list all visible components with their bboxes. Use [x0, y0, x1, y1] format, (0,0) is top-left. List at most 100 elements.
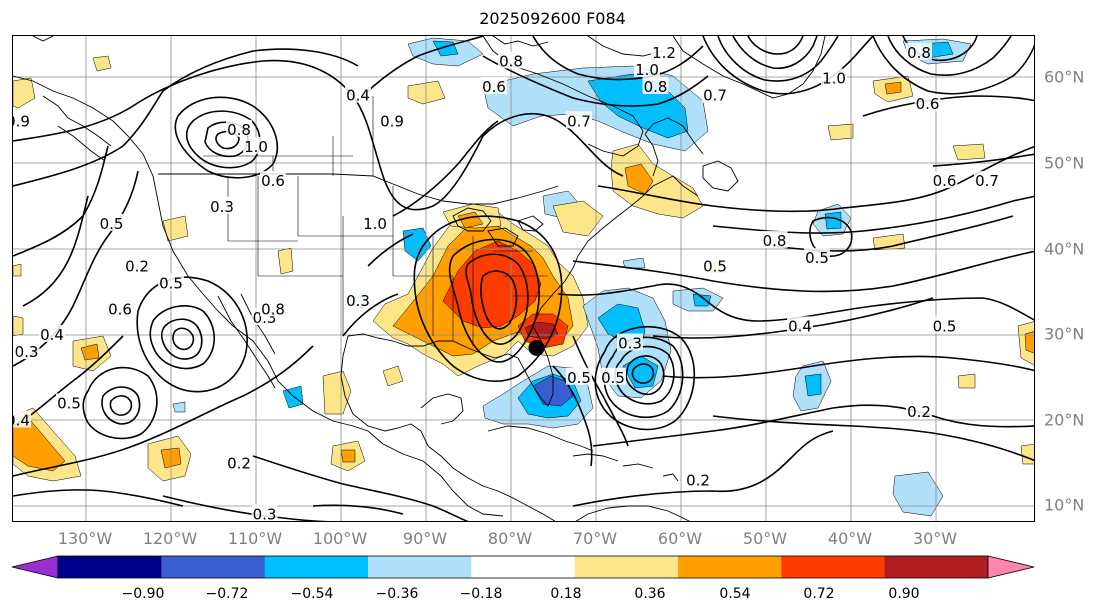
contour-label: 0.3	[253, 506, 277, 522]
contour-label: 1.0	[635, 61, 659, 79]
colorbar-segment	[678, 556, 782, 578]
contour-label: 0.8	[907, 44, 931, 62]
contour-label: 0.5	[933, 317, 957, 335]
contour-label: 0.2	[125, 258, 149, 276]
lat-label-40n: 40°N	[1044, 239, 1085, 259]
contour-label-bg	[13, 410, 31, 428]
contour-label: 0.4	[346, 87, 370, 105]
contour-label: 0.6	[933, 172, 957, 190]
contour-label: 0.3	[618, 335, 642, 353]
colorbar	[11, 555, 1035, 579]
contour-label-bg	[914, 94, 941, 112]
colorbar-segment	[781, 556, 886, 578]
contour-label-bg	[251, 504, 278, 521]
contour-label: 0.9	[13, 112, 30, 130]
lat-label-20n: 20°N	[1044, 410, 1085, 430]
contour-label: 0.6	[261, 172, 285, 190]
colorbar-tick-label: 0.54	[719, 586, 751, 602]
contour-label-bg	[209, 196, 235, 214]
contour-label: 0.3	[15, 343, 39, 361]
lon-label-60w: 60°W	[657, 529, 703, 548]
contour-label: 0.5	[159, 275, 183, 293]
colorbar-tick-label: 0.36	[634, 586, 666, 602]
contour-label-bg	[362, 213, 388, 231]
contour-label-bg	[787, 316, 813, 334]
colorbar-tick-label: −0.36	[375, 586, 419, 602]
contour-lines	[13, 36, 1034, 521]
contour-label-bg	[642, 77, 669, 95]
contour-label: 0.8	[261, 300, 285, 318]
contour-label: 0.7	[703, 87, 727, 105]
contour-label-bg	[931, 316, 958, 334]
lon-label-110w: 110°W	[227, 529, 283, 548]
contour-label: 0.4	[40, 326, 64, 344]
contour-label-bg	[243, 136, 269, 154]
colorbar-tick-label: 0.18	[550, 586, 582, 602]
contour-label-bg	[804, 248, 830, 266]
contour-label-bg	[260, 171, 286, 189]
contour-label-bg	[13, 342, 40, 360]
contour-label: 0.6	[916, 95, 940, 113]
contour-label-bg	[226, 453, 252, 471]
contour-label-bg	[821, 68, 847, 86]
contour-label-bg	[56, 393, 82, 411]
contour-label-bg	[226, 119, 252, 137]
lon-label-130w: 130°W	[57, 529, 113, 548]
contour-label: 0.9	[380, 112, 404, 130]
contour-label: 0.2	[686, 471, 710, 489]
lat-label-60n: 60°N	[1044, 67, 1085, 87]
map-panel: 0.8 0.6 0.4 0.7 1.0 1.2 0.8 0.7 1.0 0.8 0.6 0.7 0.6 0…	[12, 35, 1035, 522]
colorbar-extend-high	[987, 555, 1035, 579]
contour-label-bg	[617, 333, 643, 351]
contour-label: 0.8	[763, 232, 787, 250]
contour-label-bg	[481, 77, 507, 95]
colorbar-tick-label: 0.72	[803, 586, 835, 602]
contour-label-bg	[107, 299, 133, 317]
contour-label-bg	[600, 367, 626, 385]
contour-label: 0.8	[644, 78, 668, 96]
contour-label: 0.7	[567, 112, 591, 130]
colorbar-segment	[368, 556, 472, 578]
contour-label-bg	[260, 299, 286, 317]
contour-label: 0.4	[788, 317, 812, 335]
contour-label: 0.5	[703, 258, 727, 276]
contour-label-bg	[345, 85, 371, 103]
contour-label-bg	[39, 325, 65, 342]
contour-label-bg	[906, 42, 932, 60]
lat-label-30n: 30°N	[1044, 324, 1085, 344]
contour-label: 0.5	[601, 369, 625, 387]
colorbar-tick-label: −0.90	[121, 586, 165, 602]
contour-label: 0.6	[482, 78, 506, 96]
contour-label: 0.5	[100, 215, 124, 233]
colorbar-segment	[58, 556, 162, 578]
contour-label: 0.3	[346, 292, 370, 310]
contour-label-bg	[906, 401, 932, 419]
contour-label: 0.2	[227, 454, 251, 472]
contour-label-bg	[566, 367, 592, 385]
contour-label: 0.3	[210, 198, 234, 216]
contour-label-bg	[158, 273, 184, 291]
contour-label: 0.5	[567, 369, 591, 387]
contour-label-bg	[974, 171, 1000, 189]
contour-label-bg	[685, 470, 711, 488]
contour-label-bg	[931, 171, 958, 189]
lat-label-50n: 50°N	[1044, 153, 1085, 173]
contour-label-bg	[98, 213, 125, 231]
lon-label-120w: 120°W	[142, 529, 198, 548]
map-canvas: 0.80.60.40.71.01.20.8 0.71.00.80.60.70.60…	[13, 36, 1034, 522]
contour-label-bg	[761, 230, 788, 248]
colorbar-tick-label: 0.90	[888, 586, 920, 602]
contour-label: 0.8	[499, 52, 523, 70]
contour-label: 0.5	[57, 394, 81, 412]
lon-label-40w: 40°W	[827, 529, 873, 548]
lon-label-70w: 70°W	[572, 529, 618, 548]
contour-label-layer: 0.80.60.40.71.01.20.8 0.71.00.80.60.70.60…	[13, 42, 1000, 522]
contour-label: 1.2	[652, 44, 676, 62]
state-borders	[203, 96, 553, 346]
contour-label: 0.4	[13, 412, 30, 430]
colorbar-tick-label: −0.18	[459, 586, 503, 602]
contour-label: 1.0	[822, 70, 846, 88]
contour-label: 0.5	[805, 249, 829, 267]
storm-center-marker	[528, 339, 545, 356]
colorbar-segment	[884, 556, 989, 578]
